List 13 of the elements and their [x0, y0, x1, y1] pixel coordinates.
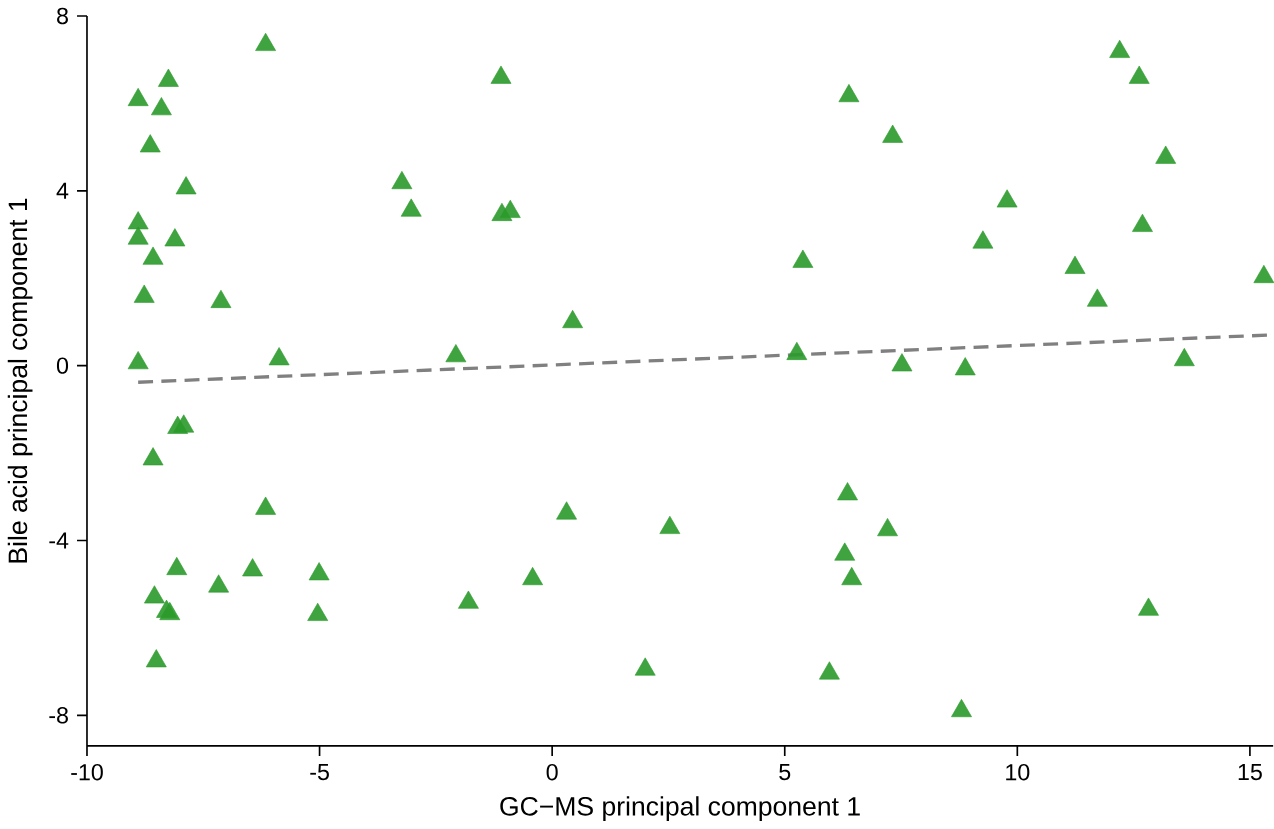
y-tick-label: 4 — [56, 182, 69, 199]
x-axis-title: GC−MS principal component 1 — [500, 796, 860, 822]
y-tick-label: -8 — [49, 707, 68, 724]
x-tick-label: 0 — [546, 764, 558, 781]
x-tick-label: 10 — [1006, 764, 1030, 781]
y-tick-label: -4 — [49, 532, 69, 549]
y-tick-label: 8 — [57, 7, 68, 25]
x-tick-label: 15 — [1238, 764, 1262, 781]
x-tick-label: -5 — [310, 764, 329, 781]
x-tick-label: -10 — [71, 764, 103, 781]
y-axis-title: Bile acid principal component 1 — [7, 198, 33, 563]
x-tick-label: 5 — [779, 764, 791, 781]
y-tick-label: 0 — [56, 357, 69, 375]
